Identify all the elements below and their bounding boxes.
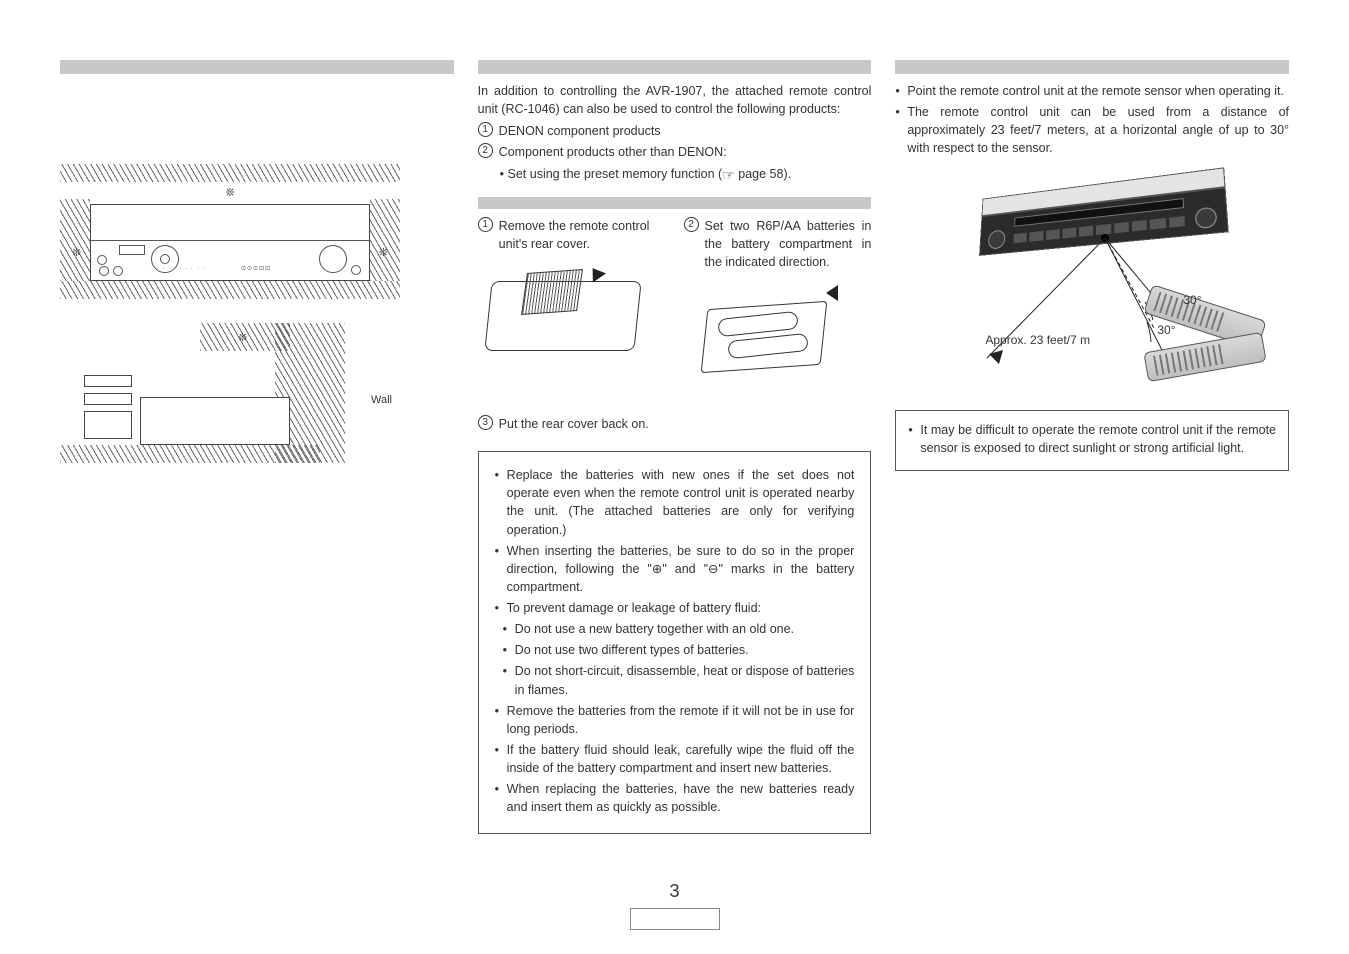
hatch-right <box>370 199 400 281</box>
section-bar-left <box>60 60 454 74</box>
button-dots: ⊙⊙⊙⊡⊡ <box>241 265 271 274</box>
note-item: When replacing the batteries, have the n… <box>495 780 855 816</box>
circled-number-icon: 2 <box>478 143 493 158</box>
list-subtext: • Set using the preset memory function (… <box>500 165 791 183</box>
illustration-remove-cover <box>478 263 648 373</box>
component-outline <box>84 411 132 439</box>
note-item: If the battery fluid should leak, carefu… <box>495 741 855 777</box>
battery-notes-box: Replace the batteries with new ones if t… <box>478 451 872 834</box>
subtext-page: page 58). <box>735 167 791 181</box>
stacked-components <box>84 375 136 445</box>
notes-list-cont: Remove the batteries from the remote if … <box>495 702 855 817</box>
step-heading: 2 Set two R6P/AA batteries in the batter… <box>684 217 872 271</box>
jack-icon <box>113 266 123 276</box>
knob-icon <box>319 245 347 273</box>
step-heading: 1 Remove the remote control unit's rear … <box>478 217 666 253</box>
illustration-unit-front-clearance: ❊ ❊ ❊ · · · · · · · · · · <box>60 164 400 299</box>
illustration-insert-batteries <box>684 281 854 401</box>
list-item: 1 DENON component products <box>478 122 872 140</box>
note-item: Replace the batteries with new ones if t… <box>495 466 855 539</box>
bullet-item: The remote control unit can be used from… <box>895 103 1289 157</box>
snowflake-icon: ❊ <box>238 331 247 347</box>
left-column: ❊ ❊ ❊ · · · · · · · · · · <box>60 60 454 834</box>
button-dots: · · · · · · · · · · <box>151 265 205 274</box>
subtext-prefix: • Set using the preset memory function ( <box>500 167 723 181</box>
operating-range-bullets: Point the remote control unit at the rem… <box>895 82 1289 158</box>
manual-page: ❊ ❊ ❊ · · · · · · · · · · <box>0 0 1349 954</box>
middle-column: In addition to controlling the AVR-1907,… <box>478 60 872 834</box>
battery-steps-row: 1 Remove the remote control unit's rear … <box>478 217 872 401</box>
arrow-icon <box>586 263 606 282</box>
page-number: 3 <box>630 878 720 930</box>
jack-icon <box>99 266 109 276</box>
angle-label: 30° <box>1157 322 1175 339</box>
knob-center-icon <box>160 254 170 264</box>
illustration-operating-range: 30° 30° Approx. 23 feet/7 m <box>895 172 1289 392</box>
note-item: When inserting the batteries, be sure to… <box>495 542 855 596</box>
component-outline <box>84 375 132 387</box>
note-item: Do not use a new battery together with a… <box>495 620 855 638</box>
wall-label: Wall <box>371 393 392 409</box>
power-button-icon <box>97 255 107 265</box>
three-column-layout: ❊ ❊ ❊ · · · · · · · · · · <box>60 60 1289 834</box>
component-outline <box>84 393 132 405</box>
product-list: 1 DENON component products 2 Component p… <box>478 122 872 182</box>
note-item: Do not use two different types of batter… <box>495 641 855 659</box>
step-text: Put the rear cover back on. <box>499 415 649 433</box>
section-bar-right <box>895 60 1289 74</box>
list-item: 2 Component products other than DENON: <box>478 143 872 161</box>
hatch-left <box>60 199 90 281</box>
list-text: DENON component products <box>499 122 661 140</box>
pointing-hand-icon: ☞ <box>722 168 735 182</box>
snowflake-icon: ❊ <box>72 246 81 262</box>
av-unit-outline: · · · · · · · · · · ⊙⊙⊙⊡⊡ <box>90 204 370 281</box>
step-3: 3 Put the rear cover back on. <box>478 415 872 433</box>
right-column: Point the remote control unit at the rem… <box>895 60 1289 834</box>
snowflake-icon: ❊ <box>379 246 388 262</box>
note-item: Do not short-circuit, disassemble, heat … <box>495 662 855 698</box>
intro-paragraph: In addition to controlling the AVR-1907,… <box>478 82 872 118</box>
step-text: Set two R6P/AA batteries in the battery … <box>705 217 872 271</box>
remote-cover-outline <box>521 269 583 315</box>
note-item: To prevent damage or leakage of battery … <box>495 599 855 617</box>
note-item: It may be difficult to operate the remot… <box>908 421 1276 457</box>
notes-sublist: Do not use a new battery together with a… <box>495 620 855 699</box>
step-1: 1 Remove the remote control unit's rear … <box>478 217 666 401</box>
step-text: Remove the remote control unit's rear co… <box>499 217 666 253</box>
sunlight-note-box: It may be difficult to operate the remot… <box>895 410 1289 471</box>
notes-list: Replace the batteries with new ones if t… <box>495 466 855 617</box>
circled-number-icon: 3 <box>478 415 493 430</box>
av-unit-side-outline <box>140 397 290 445</box>
circled-number-icon: 1 <box>478 122 493 137</box>
unit-front-panel: · · · · · · · · · · ⊙⊙⊙⊡⊡ <box>91 240 369 280</box>
note-item: Remove the batteries from the remote if … <box>495 702 855 738</box>
hatch-bottom-side <box>60 445 320 463</box>
hatch-top <box>60 164 400 182</box>
angle-label: 30° <box>1183 292 1201 309</box>
illustration-unit-side-clearance: ❊ Wall <box>60 323 400 463</box>
section-bar-mid-2 <box>478 197 872 209</box>
list-text: Component products other than DENON: <box>499 143 727 161</box>
list-subitem: • Set using the preset memory function (… <box>478 165 872 183</box>
small-knob-icon <box>351 265 361 275</box>
arrow-icon <box>826 285 838 301</box>
note-list: It may be difficult to operate the remot… <box>908 421 1276 457</box>
bullet-item: Point the remote control unit at the rem… <box>895 82 1289 100</box>
section-bar-mid-1 <box>478 60 872 74</box>
page-number-box <box>630 908 720 930</box>
display-window <box>119 245 145 255</box>
distance-label: Approx. 23 feet/7 m <box>985 332 1090 349</box>
step-2: 2 Set two R6P/AA batteries in the batter… <box>684 217 872 401</box>
snowflake-icon: ❊ <box>225 186 234 202</box>
hatch-bottom <box>60 281 400 299</box>
page-number-text: 3 <box>669 881 679 901</box>
circled-number-icon: 2 <box>684 217 699 232</box>
circled-number-icon: 1 <box>478 217 493 232</box>
